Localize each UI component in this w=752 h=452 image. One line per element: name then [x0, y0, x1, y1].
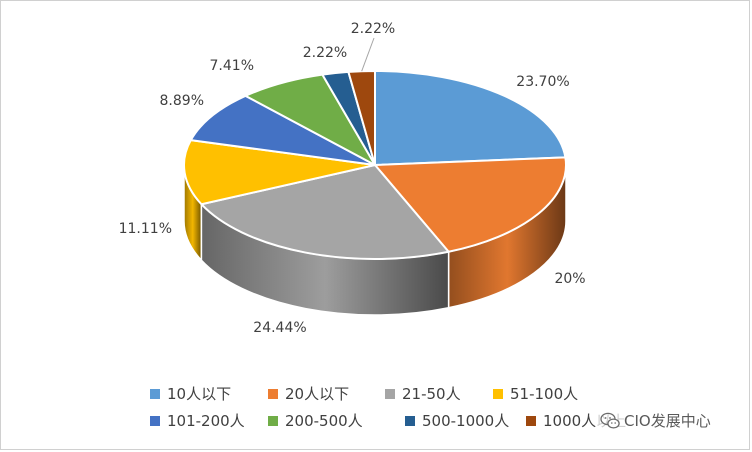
- legend-item: 500-1000人: [405, 410, 526, 431]
- legend-label: 200-500人: [285, 412, 363, 430]
- legend-row: 10人以下 20人以下 21-50人 51-100人: [0, 380, 752, 407]
- data-label: 24.44%: [253, 320, 306, 336]
- pie-chart: 23.70% 20% 24.44% 11.11% 8.89% 7.41% 2.22%2.22…: [119, 21, 586, 336]
- legend-swatch: [150, 388, 160, 399]
- legend-label: 500-1000人: [422, 412, 510, 430]
- legend-swatch: [526, 415, 536, 426]
- pie-slice: [183, 139, 376, 206]
- legend-swatch: [385, 388, 395, 399]
- legend-swatch: [268, 415, 278, 426]
- legend-swatch: [268, 388, 278, 399]
- data-label: 8.89%: [160, 93, 204, 109]
- legend-item: 21-50人: [385, 383, 493, 404]
- pie-slice: [374, 70, 567, 166]
- legend-item: 20人以下: [268, 383, 385, 404]
- legend-swatch: [150, 415, 160, 426]
- wechat-icon: [600, 412, 620, 429]
- legend: 10人以下 20人以下 21-50人 51-100人 101-200人 200-500人…: [0, 380, 752, 434]
- legend-item: 200-500人: [268, 410, 405, 431]
- legend-item: 101-200人: [150, 410, 268, 431]
- pie-slice: [374, 156, 567, 253]
- watermark-text: CIO发展中心: [624, 412, 711, 430]
- legend-item: 51-100人: [493, 383, 603, 404]
- legend-label: 51-100人: [510, 385, 579, 403]
- legend-label: 101-200人: [167, 412, 245, 430]
- data-label: 7.41%: [210, 58, 254, 74]
- legend-item: 10人以下: [150, 383, 268, 404]
- data-label: 11.11%: [119, 221, 172, 237]
- legend-swatch: [405, 415, 415, 426]
- watermark: CIO发展中心: [598, 410, 713, 431]
- data-label: 2.22%: [303, 45, 347, 61]
- data-label: 2.22%: [351, 21, 395, 37]
- pie-slice: [189, 94, 376, 166]
- pie-slice: [200, 164, 450, 260]
- legend-label: 20人以下: [285, 385, 350, 403]
- legend-swatch: [493, 388, 503, 399]
- legend-label: 21-50人: [402, 385, 461, 403]
- legend-label: 10人以下: [167, 385, 232, 403]
- data-label: 23.70%: [516, 74, 569, 90]
- leader-line: [361, 37, 375, 72]
- data-label: 20%: [554, 271, 585, 287]
